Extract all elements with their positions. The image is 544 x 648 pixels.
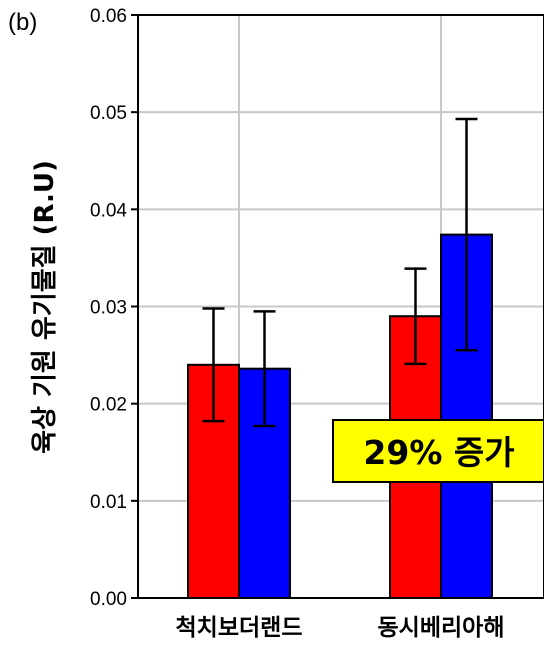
panel-label: (b) <box>8 9 37 36</box>
y-tick-label-0: 0.00 <box>90 589 127 610</box>
y-tick-label-5: 0.05 <box>90 103 127 124</box>
x-tick-label-1: 동시베리아해 <box>378 615 505 641</box>
y-tick-label-3: 0.03 <box>90 298 127 319</box>
annotation-background <box>332 419 544 483</box>
y-axis-label: 육상 기원 유기물질 (R.U) <box>30 160 60 454</box>
bars-group <box>187 233 493 600</box>
y-tick-label-4: 0.04 <box>90 200 127 221</box>
y-axis-ticks: 0.00 0.01 0.02 0.03 0.04 0.05 0.06 <box>90 6 138 610</box>
y-tick-label-6: 0.06 <box>90 6 127 27</box>
y-tick-label-1: 0.01 <box>90 492 127 513</box>
error-bars-group <box>202 117 478 428</box>
annotation-box: 29% 증가 <box>332 419 544 483</box>
x-axis-labels: 척치보더랜드 동시베리아해 <box>176 615 505 641</box>
x-tick-label-0: 척치보더랜드 <box>176 615 303 641</box>
y-tick-label-2: 0.02 <box>90 395 127 416</box>
annotation-text: 29% 증가 <box>363 433 514 472</box>
